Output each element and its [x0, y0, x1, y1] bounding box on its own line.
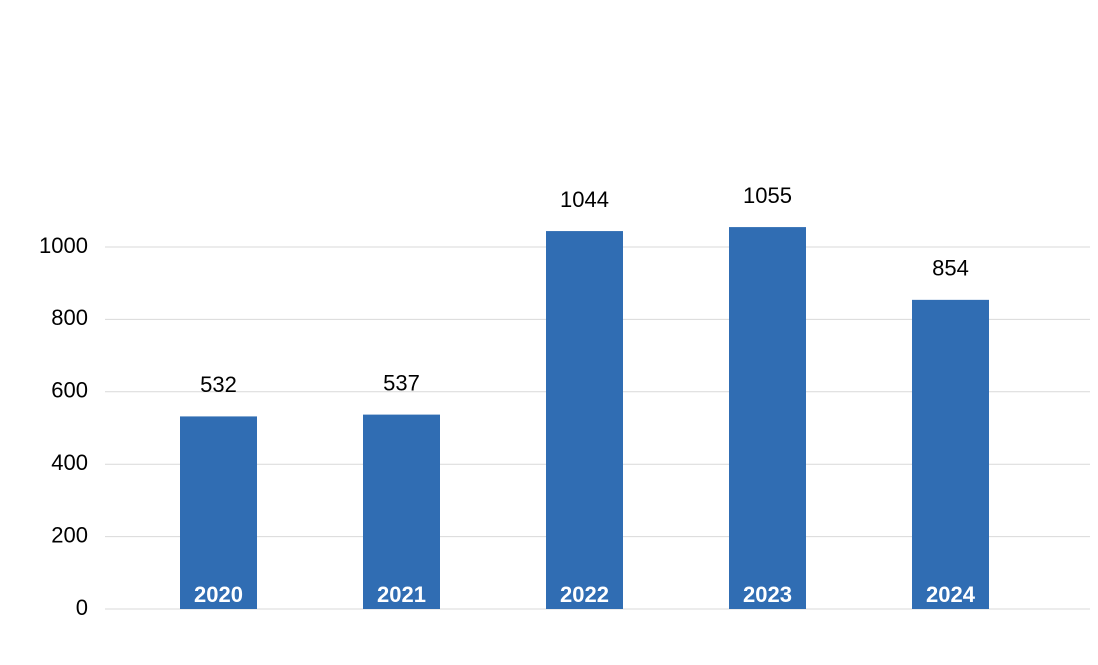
category-label: 2021: [377, 582, 426, 607]
y-tick-label: 1000: [39, 233, 88, 258]
category-label: 2024: [926, 582, 976, 607]
category-label: 2020: [194, 582, 243, 607]
bar: [180, 416, 257, 609]
value-label: 532: [200, 372, 237, 397]
y-tick-label: 0: [76, 595, 88, 620]
y-tick-label: 800: [51, 305, 88, 330]
y-tick-label: 600: [51, 378, 88, 403]
y-tick-label: 400: [51, 450, 88, 475]
value-label: 537: [383, 370, 420, 395]
category-label: 2023: [743, 582, 792, 607]
value-label: 1044: [560, 187, 609, 212]
bar: [546, 231, 623, 609]
bar: [912, 299, 989, 609]
y-tick-label: 200: [51, 522, 88, 547]
value-label: 854: [932, 256, 969, 281]
bar: [363, 414, 440, 609]
value-label: 1055: [743, 183, 792, 208]
category-label: 2022: [560, 582, 609, 607]
bar: [729, 227, 806, 609]
